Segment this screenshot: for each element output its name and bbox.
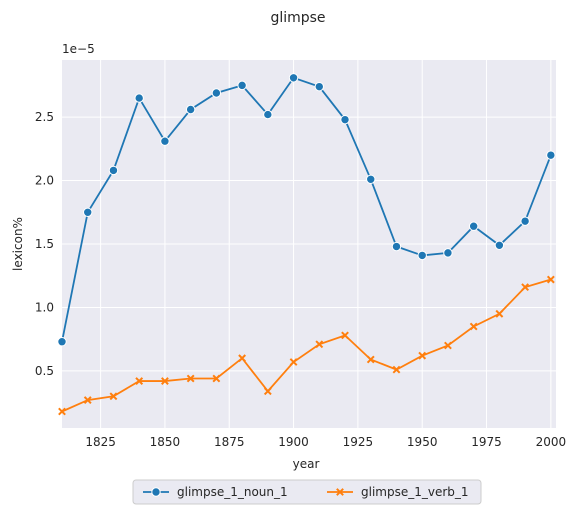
data-point — [494, 240, 505, 250]
x-tick-label: 1975 — [471, 435, 502, 449]
x-tick-label: 1900 — [278, 435, 309, 449]
data-point — [263, 109, 273, 120]
chart-title: glimpse — [270, 10, 325, 26]
data-point — [521, 283, 530, 292]
x-tick-label: 1825 — [85, 435, 116, 449]
x-tick-label: 1925 — [343, 435, 374, 449]
data-point — [520, 216, 530, 226]
data-point — [417, 250, 427, 261]
series-layer — [57, 73, 556, 416]
grid-lines — [62, 60, 556, 428]
data-point — [83, 207, 93, 217]
series-glimpse_1_noun_1 — [57, 73, 556, 347]
legend-label: glimpse_1_noun_1 — [177, 485, 288, 499]
data-point — [237, 80, 247, 91]
data-point — [418, 351, 427, 360]
data-point — [109, 392, 118, 401]
series-glimpse_1_verb_1 — [58, 275, 555, 416]
series-line — [61, 278, 552, 413]
data-point — [546, 150, 556, 160]
data-point — [289, 358, 298, 366]
y-tick-label: 2.0 — [35, 174, 54, 188]
data-point — [134, 93, 144, 103]
data-point — [366, 174, 376, 184]
x-axis-label: year — [293, 457, 320, 471]
y-tick-label: 0.5 — [35, 364, 54, 378]
data-point — [288, 73, 299, 83]
y-tick-labels: 0.5 1.0 1.5 2.0 2.5 — [35, 110, 54, 378]
data-point — [211, 88, 222, 98]
y-axis-label: lexicon% — [11, 217, 25, 271]
x-tick-label: 1875 — [214, 435, 245, 449]
data-point — [340, 114, 350, 125]
data-point — [58, 407, 66, 416]
x-tick-labels: 1825 1850 1875 1900 1925 1950 1975 2000 — [85, 435, 566, 449]
legend-box — [132, 479, 482, 505]
legend-label: glimpse_1_verb_1 — [361, 485, 469, 499]
legend-marker — [151, 487, 161, 497]
y-axis-offset-label: 1e−5 — [62, 42, 95, 56]
data-point — [186, 374, 195, 383]
legend-item-glimpse_1_verb_1: glimpse_1_verb_1 — [327, 485, 469, 499]
x-tick-label: 2000 — [536, 435, 567, 449]
series-line — [61, 76, 552, 342]
y-tick-label: 1.5 — [35, 237, 54, 251]
legend: glimpse_1_noun_1 glimpse_1_verb_1 — [132, 479, 482, 505]
x-tick-label: 1950 — [407, 435, 438, 449]
data-point — [443, 248, 453, 258]
data-point — [83, 396, 92, 404]
data-point — [57, 337, 67, 347]
data-point — [160, 136, 170, 146]
data-point — [391, 241, 402, 252]
data-point — [135, 377, 144, 385]
data-point — [212, 374, 221, 383]
x-tick-label: 1850 — [150, 435, 181, 449]
data-point — [444, 341, 452, 350]
data-point — [468, 221, 479, 231]
data-point — [314, 81, 324, 92]
legend-item-glimpse_1_noun_1: glimpse_1_noun_1 — [143, 485, 288, 499]
data-point — [469, 322, 478, 331]
data-point — [238, 354, 247, 363]
data-point — [108, 165, 119, 176]
data-point — [263, 387, 272, 396]
data-point — [495, 309, 504, 318]
legend-marker — [336, 488, 344, 496]
data-point — [315, 340, 324, 349]
y-tick-label: 2.5 — [35, 110, 54, 124]
data-point — [546, 275, 555, 284]
data-point — [341, 331, 349, 340]
data-point — [161, 377, 169, 385]
y-tick-label: 1.0 — [35, 300, 54, 314]
data-point — [366, 355, 375, 364]
data-point — [392, 365, 401, 374]
data-point — [185, 104, 196, 115]
